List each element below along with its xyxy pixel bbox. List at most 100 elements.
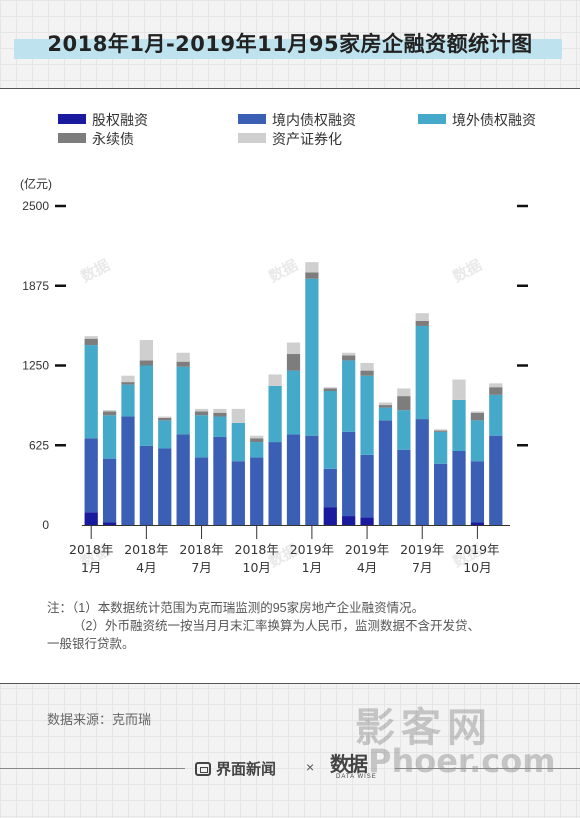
footer-times: × (306, 759, 315, 775)
note-line-1: 注：（1）本数据统计范围为克而瑞监测的95家房地产企业融资情况。 (47, 601, 425, 615)
y-axis-unit: (亿元) (20, 177, 52, 191)
legend-swatch (58, 114, 86, 124)
x-tick-label-month: 10月 (243, 560, 271, 575)
bar-segment (158, 420, 172, 449)
bar-segment (194, 411, 209, 416)
bar-segment (250, 438, 264, 443)
y-tick-label: 1250 (22, 359, 49, 373)
bar-segment (84, 345, 98, 439)
bar-segment (323, 391, 337, 469)
footer-divider-right (395, 768, 580, 769)
bar-segment (102, 410, 117, 412)
y-tick-label: 1875 (22, 279, 49, 293)
bar-segment (470, 412, 485, 421)
bar-segment (452, 399, 466, 451)
x-tick-label-month: 4月 (357, 560, 377, 575)
bar-segment (176, 366, 190, 435)
bar-segment (84, 336, 98, 339)
x-tick-label-year: 2019年 (345, 542, 389, 557)
bar-segment (434, 429, 448, 431)
bar-segment (231, 422, 245, 462)
bar-segment (323, 468, 337, 508)
bar-segment (489, 394, 503, 436)
bar-segment (452, 379, 466, 400)
bar-segment (397, 410, 411, 450)
bar-segment (250, 457, 264, 525)
bar-segment (305, 262, 319, 273)
x-tick-label-month: 7月 (191, 560, 211, 575)
bar-segment (323, 388, 337, 392)
bar-segment (434, 463, 448, 525)
bar-segment (139, 360, 153, 366)
legend-item-equity: 股权融资 (58, 110, 148, 130)
bar-segment (415, 419, 429, 525)
x-tick-label-year: 2019年 (455, 542, 499, 557)
bar-segment (489, 387, 503, 395)
y-tick-label: 0 (42, 518, 49, 532)
bar-segment (213, 408, 227, 413)
bar-segment (176, 434, 190, 525)
title-highlight (14, 39, 562, 59)
bar-segment (397, 388, 411, 397)
bar-segment (250, 442, 264, 458)
legend-swatch (58, 133, 86, 143)
bar-segment (342, 355, 356, 361)
bar-segment (342, 431, 356, 517)
data-wise-logo: 数据 (330, 752, 368, 776)
bar-segment (121, 384, 135, 417)
bar-segment (158, 416, 172, 418)
bar-segment (84, 438, 98, 513)
bar-segment (213, 412, 227, 417)
jiemian-logo-icon (195, 762, 211, 776)
note-line-3: 一般银行贷款。 (47, 637, 135, 651)
y-tick-label: 625 (29, 438, 49, 452)
bar-segment (102, 411, 117, 416)
bar-segment (268, 442, 282, 525)
footer-divider-left (0, 768, 185, 769)
site-url-watermark: Phoer.com (368, 742, 556, 780)
legend-swatch (238, 133, 266, 143)
bar-segment (176, 361, 190, 367)
bar-segment (470, 461, 485, 523)
legend-label: 境外债权融资 (452, 112, 536, 128)
y-tick-label: 2500 (22, 199, 49, 213)
legend-item-perpetual-bond: 永续债 (58, 129, 134, 149)
bar-segment (102, 522, 117, 525)
bar-segment (102, 415, 117, 459)
bar-segment (305, 278, 319, 436)
legend-item-abs: 资产证券化 (238, 129, 342, 149)
bar-segment (121, 382, 135, 385)
x-tick-label-year: 2018年 (69, 542, 113, 557)
bar-segment (360, 517, 374, 525)
legend-swatch (238, 114, 266, 124)
x-tick-label-month: 1月 (302, 560, 322, 575)
bar-segment (176, 352, 190, 362)
bar-segment (250, 435, 264, 439)
bar-segment (360, 454, 374, 518)
bar-segment (360, 375, 374, 455)
bar-segment (158, 417, 172, 421)
bar-segment (286, 434, 301, 525)
bar-segment (213, 436, 227, 525)
bar-segment (121, 375, 135, 383)
bar-segment (397, 396, 411, 411)
x-tick-label-month: 7月 (412, 560, 432, 575)
bar-segment (434, 431, 448, 464)
legend-item-domestic-debt: 境内债权融资 (238, 110, 356, 130)
bar-segment (84, 338, 98, 346)
legend-label: 境内债权融资 (272, 112, 356, 128)
bar-segment (121, 416, 135, 525)
x-tick-label-year: 2019年 (400, 542, 444, 557)
data-source: 数据来源：克而瑞 (47, 712, 152, 727)
bar-segment (470, 420, 485, 462)
bar-segment (489, 435, 503, 525)
bar-segment (360, 362, 374, 371)
note-line-2: （2）外币融资统一按当月月末汇率换算为人民币，监测数据不含开发贷、 (73, 619, 480, 633)
bar-segment (470, 411, 485, 413)
bar-segment (305, 435, 319, 525)
bar-segment (305, 272, 319, 279)
x-tick-label-year: 2018年 (124, 542, 168, 557)
legend-label: 股权融资 (92, 112, 148, 128)
data-wise-tagline: DATA WISE (336, 774, 377, 780)
